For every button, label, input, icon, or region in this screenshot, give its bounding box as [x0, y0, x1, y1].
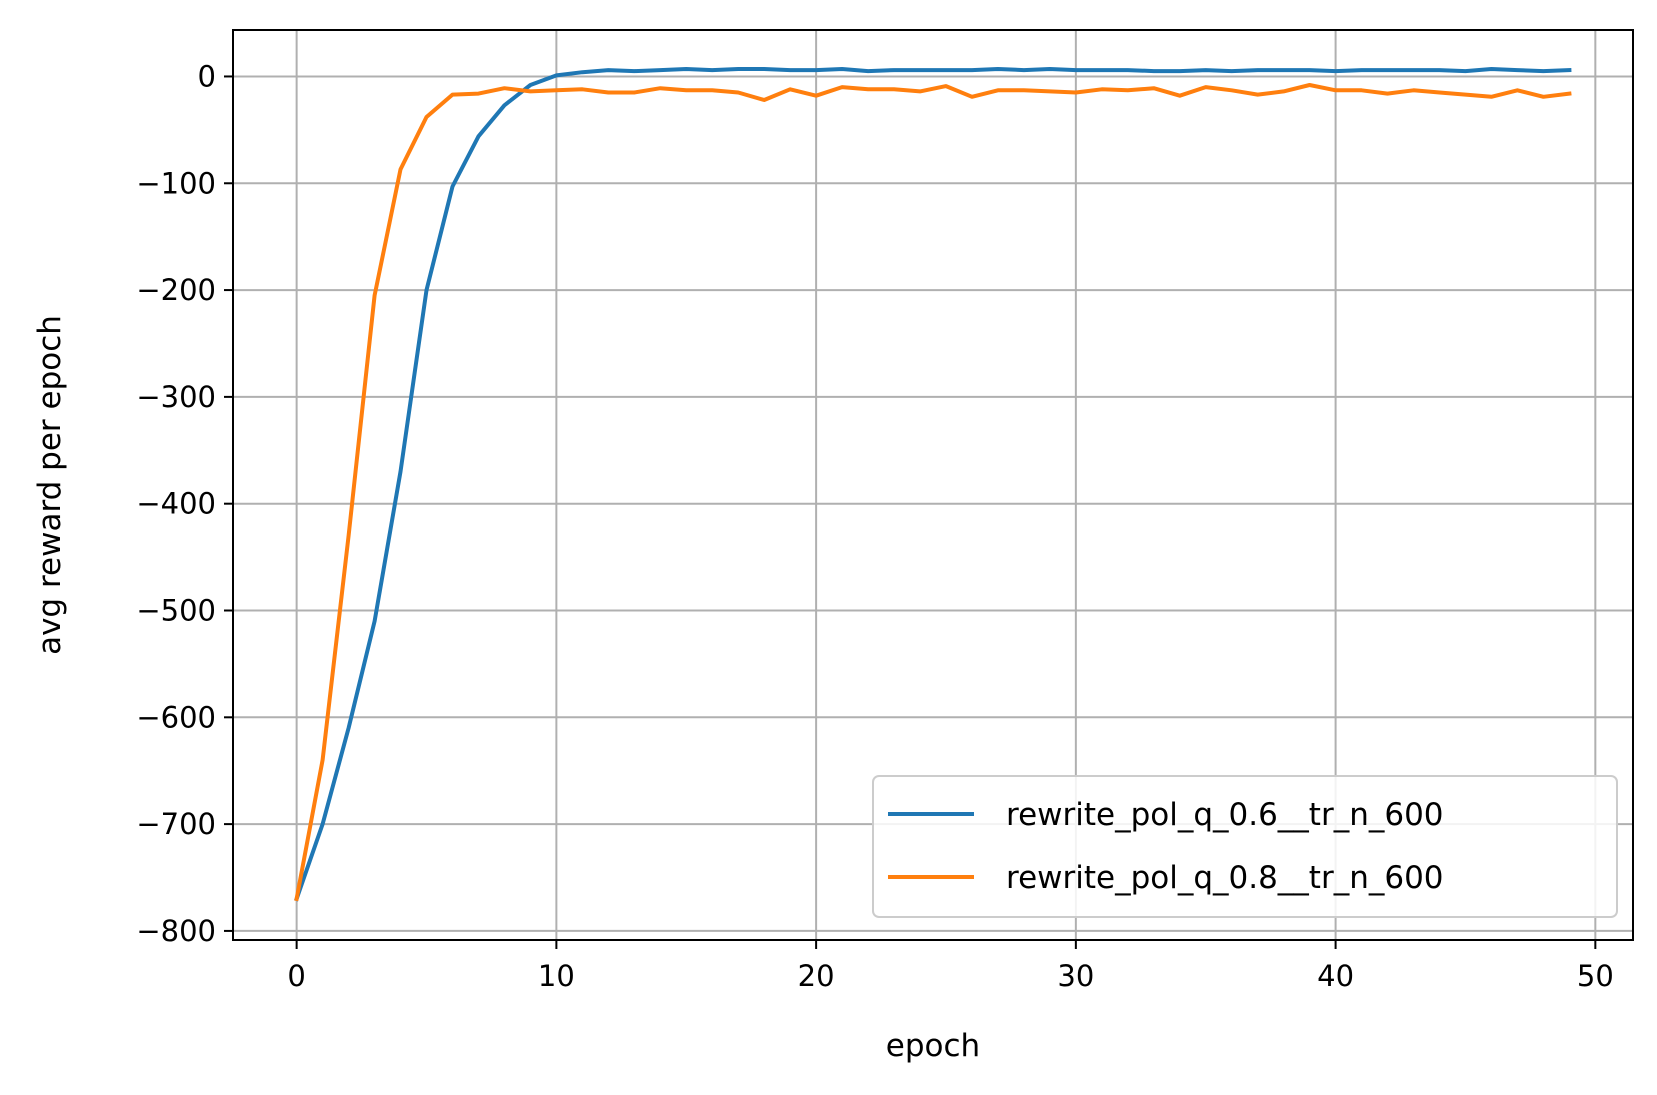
y-axis-label: avg reward per epoch	[32, 315, 68, 655]
legend-label-1: rewrite_pol_q_0.6__tr_n_600	[1006, 797, 1444, 833]
series-lines	[294, 67, 1572, 902]
series-line-2	[294, 83, 1572, 902]
axis-ticks: 0 10 20 30 40 50 0 −100 −200 −300 −400 −500 −600 −700…	[136, 59, 1613, 993]
y-tick-label: −400	[136, 487, 216, 521]
x-tick-label: 0	[287, 959, 305, 993]
x-tick-label: 10	[538, 959, 575, 993]
plot-frame	[232, 29, 1634, 941]
y-tick-label: −800	[136, 914, 216, 948]
y-tick-label: −500	[136, 593, 216, 627]
y-tick-label: 0	[198, 59, 216, 93]
y-tick-label: −100	[136, 166, 216, 200]
y-tick-label: −600	[136, 700, 216, 734]
legend-box	[872, 775, 1618, 918]
series-line-1	[294, 67, 1572, 902]
legend: rewrite_pol_q_0.6__tr_n_600 rewrite_pol_q…	[872, 775, 1618, 918]
y-tick-label: −700	[136, 807, 216, 841]
y-tick-label: −200	[136, 273, 216, 307]
x-tick-label: 20	[798, 959, 835, 993]
legend-label-2: rewrite_pol_q_0.8__tr_n_600	[1006, 860, 1444, 896]
x-tick-label: 40	[1317, 959, 1354, 993]
y-tick-label: −300	[136, 380, 216, 414]
x-tick-label: 30	[1057, 959, 1094, 993]
x-tick-label: 50	[1577, 959, 1614, 993]
x-axis-label: epoch	[886, 1028, 980, 1064]
